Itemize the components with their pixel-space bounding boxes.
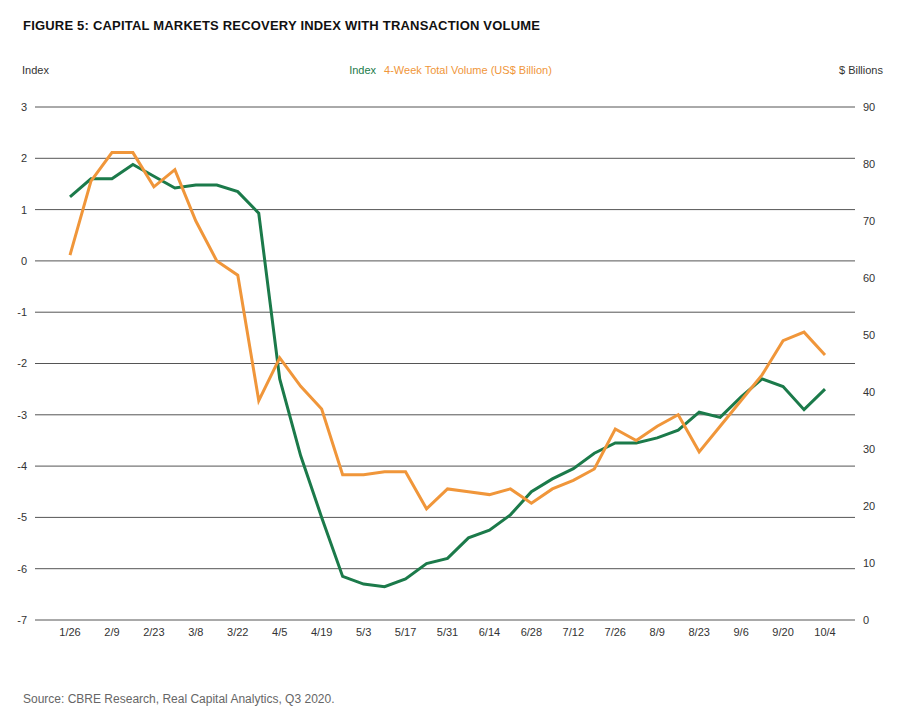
svg-text:20: 20 — [863, 500, 875, 512]
svg-text:-5: -5 — [17, 511, 27, 523]
svg-text:-4: -4 — [17, 460, 27, 472]
svg-text:-6: -6 — [17, 563, 27, 575]
html-text:4-Week Total Volume (US$ Billi: 4-Week Total Volume (US$ Billion) — [384, 64, 552, 76]
svg-text:-3: -3 — [17, 409, 27, 421]
svg-text:4/19: 4/19 — [311, 626, 332, 638]
svg-text:8/9: 8/9 — [650, 626, 665, 638]
svg-text:2/9: 2/9 — [104, 626, 119, 638]
svg-text:4/5: 4/5 — [272, 626, 287, 638]
svg-text:6/14: 6/14 — [479, 626, 500, 638]
svg-text:7/26: 7/26 — [605, 626, 626, 638]
svg-text:3/22: 3/22 — [227, 626, 248, 638]
svg-text:2/23: 2/23 — [143, 626, 164, 638]
svg-text:40: 40 — [863, 386, 875, 398]
svg-text:1/26: 1/26 — [59, 626, 80, 638]
svg-text:3: 3 — [21, 101, 27, 113]
svg-text:6/28: 6/28 — [521, 626, 542, 638]
svg-text:-7: -7 — [17, 614, 27, 626]
svg-text:-2: -2 — [17, 357, 27, 369]
svg-text:5/31: 5/31 — [437, 626, 458, 638]
svg-text:0: 0 — [863, 614, 869, 626]
html-text:Index: Index — [349, 64, 377, 76]
html-text:Index: Index — [22, 64, 49, 76]
svg-text:10/4: 10/4 — [814, 626, 835, 638]
svg-text:-1: -1 — [17, 306, 27, 318]
svg-text:30: 30 — [863, 443, 875, 455]
svg-text:9/20: 9/20 — [772, 626, 793, 638]
svg-text:90: 90 — [863, 101, 875, 113]
svg-text:80: 80 — [863, 158, 875, 170]
svg-text:5/3: 5/3 — [356, 626, 371, 638]
svg-text:8/23: 8/23 — [688, 626, 709, 638]
html-text:FIGURE 5: CAPITAL MARKETS RECO: FIGURE 5: CAPITAL MARKETS RECOVERY INDEX… — [23, 18, 541, 33]
svg-text:0: 0 — [21, 255, 27, 267]
svg-text:2: 2 — [21, 152, 27, 164]
svg-text:7/12: 7/12 — [563, 626, 584, 638]
svg-text:9/6: 9/6 — [733, 626, 748, 638]
svg-text:60: 60 — [863, 272, 875, 284]
svg-text:50: 50 — [863, 329, 875, 341]
svg-text:1: 1 — [21, 204, 27, 216]
html-text:Source: CBRE Research, Real Ca: Source: CBRE Research, Real Capital Anal… — [23, 692, 335, 706]
html-text:$ Billions: $ Billions — [839, 64, 883, 76]
svg-text:10: 10 — [863, 557, 875, 569]
svg-text:70: 70 — [863, 215, 875, 227]
svg-text:5/17: 5/17 — [395, 626, 416, 638]
svg-text:3/8: 3/8 — [188, 626, 203, 638]
